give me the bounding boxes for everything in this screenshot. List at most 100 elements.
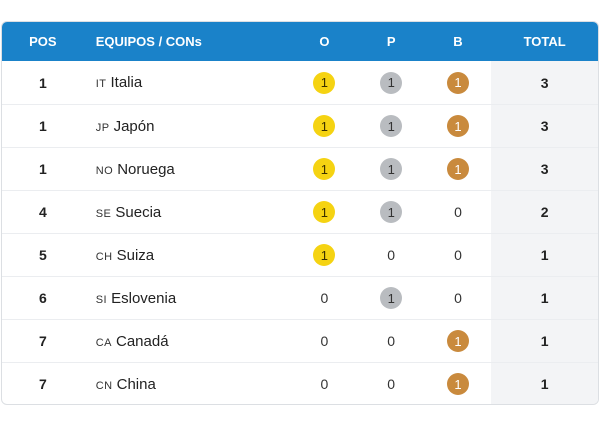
silver-medal-icon: 1 (380, 158, 403, 180)
header-pos[interactable]: POS (29, 34, 57, 49)
team-cell: NO Noruega (84, 161, 291, 178)
bronze-count: 0 (454, 247, 462, 263)
table-row[interactable]: 1 NO Noruega 1 1 1 3 (2, 147, 598, 190)
bronze-medal-icon: 1 (446, 373, 469, 395)
country-name[interactable]: China (116, 375, 156, 393)
position-cell: 1 (38, 74, 47, 91)
total-cell: 1 (491, 320, 598, 362)
total-cell: 3 (491, 105, 598, 147)
silver-cell: 0 (358, 363, 425, 404)
position-cell: 5 (38, 247, 47, 263)
total-cell: 1 (491, 363, 598, 404)
table-row[interactable]: 4 SE Suecia 1 1 0 2 (2, 190, 598, 233)
gold-count: 0 (320, 376, 329, 392)
gold-cell: 1 (291, 61, 358, 104)
gold-cell: 1 (291, 234, 358, 276)
silver-cell: 0 (358, 320, 425, 362)
table-header: POS EQUIPOS / CONs O P B TOTAL (2, 22, 598, 61)
bronze-cell: 0 (425, 277, 492, 319)
bronze-cell: 0 (425, 191, 492, 233)
country-code: CH (95, 250, 113, 263)
silver-cell: 1 (358, 277, 425, 319)
silver-medal-icon: 1 (380, 115, 403, 137)
country-code: JP (95, 121, 110, 134)
team-cell: SE Suecia (84, 204, 291, 221)
gold-count: 0 (320, 290, 329, 306)
position-cell: 4 (38, 204, 47, 220)
bronze-medal-icon: 1 (446, 115, 469, 137)
total-cell: 3 (491, 148, 598, 190)
country-name[interactable]: Suecia (115, 203, 162, 221)
gold-medal-icon: 1 (313, 115, 336, 137)
silver-cell: 1 (358, 148, 425, 190)
total-cell: 2 (491, 191, 598, 233)
silver-count: 0 (387, 333, 396, 349)
header-team[interactable]: EQUIPOS / CONs (95, 34, 202, 49)
gold-cell: 1 (291, 148, 358, 190)
country-name[interactable]: Canadá (116, 332, 169, 350)
header-bronze[interactable]: B (453, 34, 463, 49)
silver-cell: 1 (358, 191, 425, 233)
gold-cell: 0 (291, 320, 358, 362)
team-cell: IT Italia (84, 74, 291, 91)
country-code: CN (95, 379, 113, 392)
country-name[interactable]: Eslovenia (111, 289, 177, 307)
bronze-cell: 1 (425, 148, 492, 190)
silver-count: 0 (387, 376, 396, 392)
team-cell: JP Japón (84, 118, 291, 135)
country-code: CA (95, 336, 112, 349)
country-name[interactable]: Suiza (116, 246, 155, 264)
table-row[interactable]: 5 CH Suiza 1 0 0 1 (2, 233, 598, 276)
country-name[interactable]: Noruega (117, 160, 175, 178)
table-row[interactable]: 7 CA Canadá 0 0 1 1 (2, 319, 598, 362)
gold-medal-icon: 1 (313, 201, 336, 223)
header-total[interactable]: TOTAL (523, 34, 566, 49)
bronze-cell: 1 (425, 105, 492, 147)
country-code: SI (95, 293, 108, 306)
team-cell: CH Suiza (84, 247, 291, 264)
position-cell: 1 (38, 118, 47, 134)
silver-medal-icon: 1 (380, 201, 403, 223)
bronze-cell: 0 (425, 234, 492, 276)
gold-count: 0 (320, 333, 329, 349)
team-cell: CN China (84, 376, 291, 393)
position-cell: 7 (38, 376, 47, 392)
total-cell: 3 (491, 61, 598, 104)
bronze-cell: 1 (425, 320, 492, 362)
table-row[interactable]: 6 SI Eslovenia 0 1 0 1 (2, 276, 598, 319)
silver-count: 0 (387, 247, 396, 263)
medal-table: POS EQUIPOS / CONs O P B TOTAL 1 IT Italia… (1, 21, 599, 405)
table-row[interactable]: 7 CN China 0 0 1 1 (2, 362, 598, 404)
bronze-medal-icon: 1 (446, 71, 469, 94)
silver-medal-icon: 1 (380, 287, 403, 309)
header-gold[interactable]: O (319, 34, 330, 49)
position-cell: 1 (38, 161, 47, 177)
silver-cell: 1 (358, 105, 425, 147)
gold-medal-icon: 1 (313, 244, 336, 266)
gold-cell: 0 (291, 363, 358, 404)
gold-cell: 1 (291, 105, 358, 147)
silver-medal-icon: 1 (380, 71, 403, 94)
bronze-cell: 1 (425, 61, 492, 104)
total-cell: 1 (491, 277, 598, 319)
team-cell: CA Canadá (84, 333, 291, 350)
table-body: 1 IT Italia 1 1 1 3 1 JP Japón 1 1 1 3 1 NO Noruega 1 1 1 3 4… (2, 61, 598, 404)
position-cell: 7 (38, 333, 47, 349)
bronze-count: 0 (454, 204, 462, 220)
country-name[interactable]: Italia (110, 74, 143, 91)
gold-cell: 0 (291, 277, 358, 319)
bronze-cell: 1 (425, 363, 492, 404)
table-row[interactable]: 1 JP Japón 1 1 1 3 (2, 104, 598, 147)
bronze-medal-icon: 1 (446, 158, 469, 180)
position-cell: 6 (38, 290, 47, 306)
total-cell: 1 (491, 234, 598, 276)
table-row[interactable]: 1 IT Italia 1 1 1 3 (2, 61, 598, 104)
silver-cell: 0 (358, 234, 425, 276)
header-silver[interactable]: P (386, 34, 396, 49)
bronze-medal-icon: 1 (446, 330, 469, 352)
bronze-count: 0 (454, 290, 462, 306)
gold-medal-icon: 1 (313, 71, 336, 94)
country-name[interactable]: Japón (113, 117, 155, 135)
country-code: NO (95, 164, 114, 177)
gold-cell: 1 (291, 191, 358, 233)
